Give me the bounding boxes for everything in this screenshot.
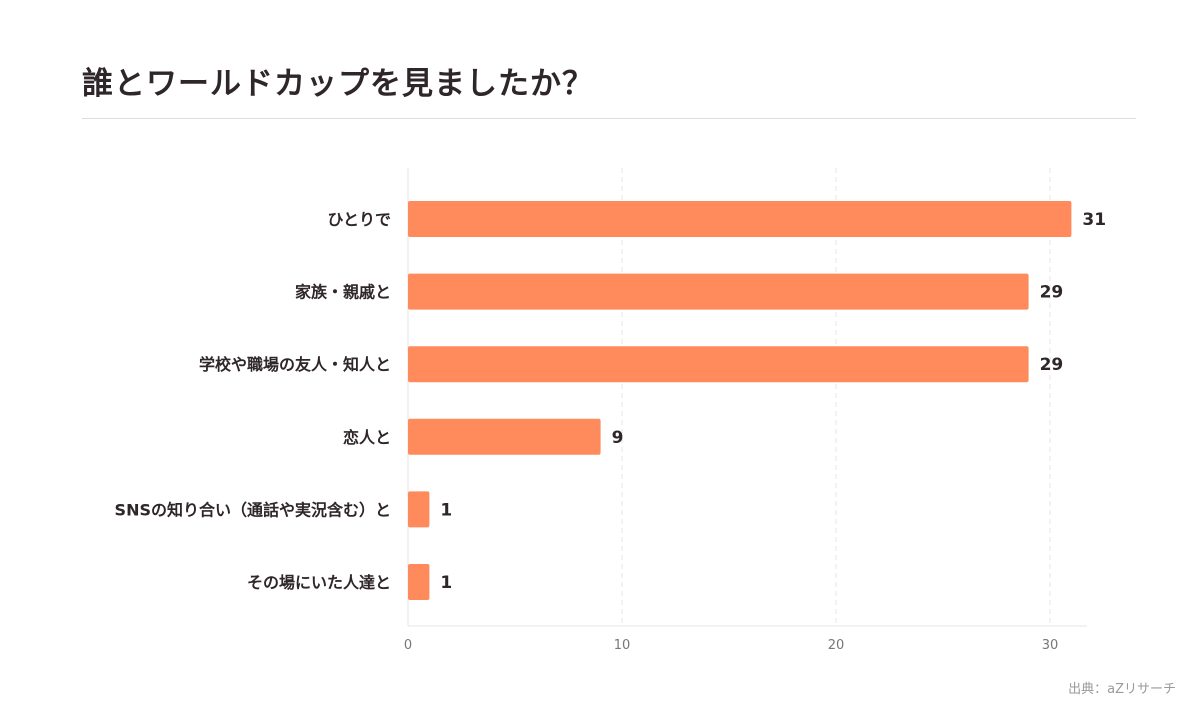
x-tick-label: 20	[828, 638, 845, 653]
bar	[408, 491, 430, 528]
chart-title: 誰とワールドカップを見ましたか？	[82, 66, 594, 102]
bar	[408, 418, 601, 455]
bar	[408, 346, 1029, 383]
bar	[408, 564, 430, 600]
category-label: SNSの知り合い（通話や実況含む）と	[115, 500, 391, 519]
category-label: 家族・親戚と	[295, 283, 391, 302]
category-label: ひとりで	[327, 210, 391, 229]
category-label: 学校や職場の友人・知人と	[199, 355, 391, 374]
title-divider	[82, 118, 1136, 119]
bar-value-label: 1	[440, 573, 452, 593]
bar-value-label: 29	[1040, 355, 1064, 375]
grid-lines	[621, 168, 1051, 626]
bar-value-label: 31	[1082, 210, 1106, 230]
x-tick-label: 0	[404, 638, 412, 653]
category-label: その場にいた人達と	[247, 573, 391, 592]
x-tick-label: 30	[1042, 638, 1059, 653]
labels: 0 10 20 30 ひとりで 31 家族・親戚と 29 学校や職場の友人・知人と 29 恋人と 9 S…	[115, 210, 1107, 653]
bars	[408, 201, 1072, 600]
bar-value-label: 9	[612, 428, 624, 448]
category-label: 恋人と	[343, 428, 391, 447]
bar-value-label: 29	[1040, 283, 1064, 303]
axes	[407, 168, 1087, 627]
source-note: 出典：aZリサーチ	[1068, 682, 1176, 697]
bar	[408, 201, 1072, 237]
bar	[408, 273, 1029, 310]
bar-value-label: 1	[440, 500, 452, 520]
x-tick-label: 10	[614, 638, 631, 653]
